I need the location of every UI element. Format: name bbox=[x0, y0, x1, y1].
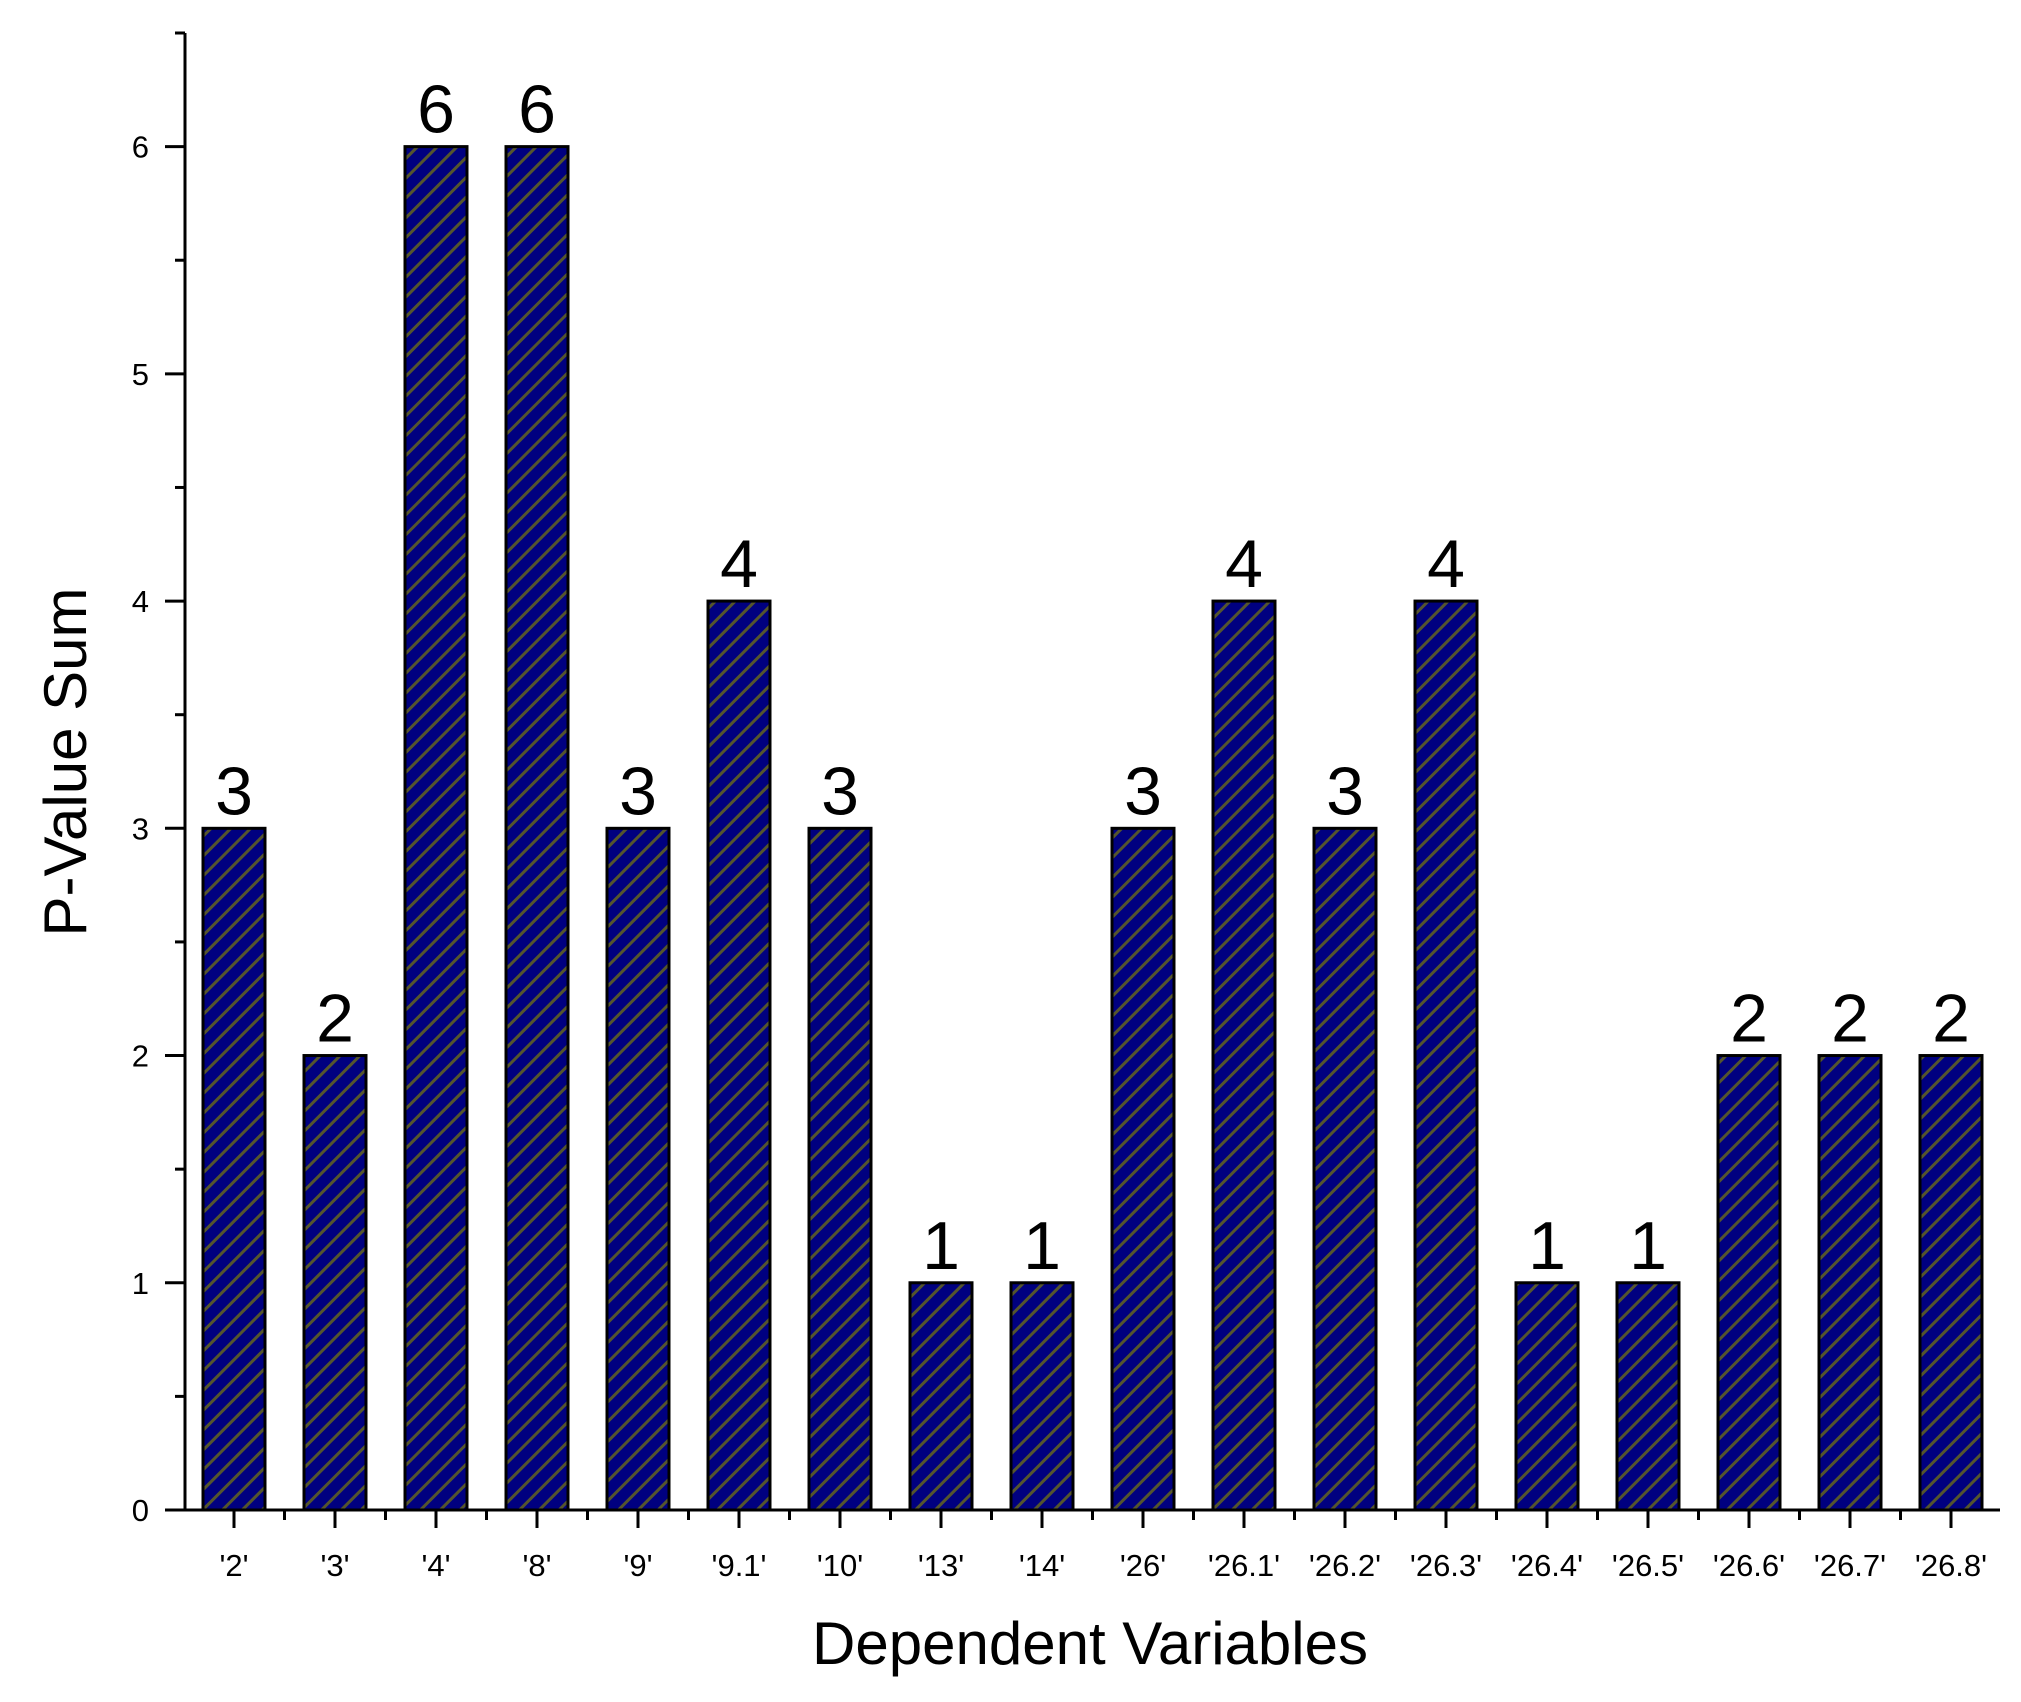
x-tick-label: '26.7' bbox=[1814, 1548, 1886, 1583]
bar-17 bbox=[1918, 1054, 1984, 1512]
x-tick-label: '26.3' bbox=[1410, 1548, 1482, 1583]
bar-14 bbox=[1615, 1281, 1681, 1512]
x-tick-label: '26.1' bbox=[1208, 1548, 1280, 1583]
x-tick-label: '2' bbox=[219, 1548, 248, 1583]
x-tick-label: '13' bbox=[918, 1548, 964, 1583]
data-label-11: 3 bbox=[1326, 753, 1364, 829]
bar-5 bbox=[706, 599, 772, 1512]
data-label-0: 3 bbox=[215, 753, 253, 829]
x-tick-label: '26.4' bbox=[1511, 1548, 1583, 1583]
bar-4 bbox=[605, 826, 671, 1512]
bar-2 bbox=[403, 145, 469, 1512]
bar-13 bbox=[1514, 1281, 1580, 1512]
y-tick-label: 1 bbox=[132, 1266, 149, 1301]
bar-16 bbox=[1817, 1054, 1883, 1512]
bar-12 bbox=[1413, 599, 1479, 1512]
bar-0 bbox=[201, 826, 267, 1512]
bar-3 bbox=[504, 145, 570, 1512]
x-tick-label: '26.8' bbox=[1915, 1548, 1987, 1583]
data-label-9: 3 bbox=[1124, 753, 1162, 829]
data-label-17: 2 bbox=[1932, 981, 1970, 1057]
data-label-1: 2 bbox=[316, 981, 354, 1057]
y-axis-title: P-Value Sum bbox=[32, 587, 99, 936]
x-tick-label: '9.1' bbox=[712, 1548, 767, 1583]
data-label-3: 6 bbox=[518, 72, 556, 148]
data-label-4: 3 bbox=[619, 753, 657, 829]
x-tick-label: '26.6' bbox=[1713, 1548, 1785, 1583]
bar-9 bbox=[1110, 826, 1176, 1512]
y-tick-label: 5 bbox=[132, 357, 149, 392]
x-tick-label: '9' bbox=[623, 1548, 652, 1583]
x-tick-label: '10' bbox=[817, 1548, 863, 1583]
bars-group bbox=[201, 145, 1984, 1512]
data-label-10: 4 bbox=[1225, 526, 1263, 602]
x-tick-label: '14' bbox=[1019, 1548, 1065, 1583]
x-tick-label: '26.5' bbox=[1612, 1548, 1684, 1583]
data-label-6: 3 bbox=[821, 753, 859, 829]
x-tick-label: '26' bbox=[1120, 1548, 1166, 1583]
bar-1 bbox=[302, 1054, 368, 1512]
data-label-13: 1 bbox=[1528, 1208, 1566, 1284]
data-label-2: 6 bbox=[417, 72, 455, 148]
y-tick-label: 4 bbox=[132, 584, 149, 619]
y-tick-label: 3 bbox=[132, 811, 149, 846]
bar-10 bbox=[1211, 599, 1277, 1512]
bar-11 bbox=[1312, 826, 1378, 1512]
axes-group: 0 1 2 3 4 5 6 '2' '3' '4' '8' '9' '9.1' '10' '13' '14' '… bbox=[132, 31, 2000, 1583]
data-label-15: 2 bbox=[1730, 981, 1768, 1057]
data-label-5: 4 bbox=[720, 526, 758, 602]
data-label-8: 1 bbox=[1023, 1208, 1061, 1284]
x-tick-label: '26.2' bbox=[1309, 1548, 1381, 1583]
x-axis-title: Dependent Variables bbox=[812, 1610, 1368, 1677]
x-tick-label: '4' bbox=[421, 1548, 450, 1583]
y-tick-label: 2 bbox=[132, 1039, 149, 1074]
data-label-16: 2 bbox=[1831, 981, 1869, 1057]
y-tick-label: 0 bbox=[132, 1493, 149, 1528]
bar-8 bbox=[1009, 1281, 1075, 1512]
bar-6 bbox=[807, 826, 873, 1512]
bar-15 bbox=[1716, 1054, 1782, 1512]
data-label-14: 1 bbox=[1629, 1208, 1667, 1284]
data-label-12: 4 bbox=[1427, 526, 1465, 602]
x-tick-label: '8' bbox=[522, 1548, 551, 1583]
x-tick-label: '3' bbox=[320, 1548, 349, 1583]
y-tick-label: 6 bbox=[132, 130, 149, 165]
bar-7 bbox=[908, 1281, 974, 1512]
data-label-7: 1 bbox=[922, 1208, 960, 1284]
